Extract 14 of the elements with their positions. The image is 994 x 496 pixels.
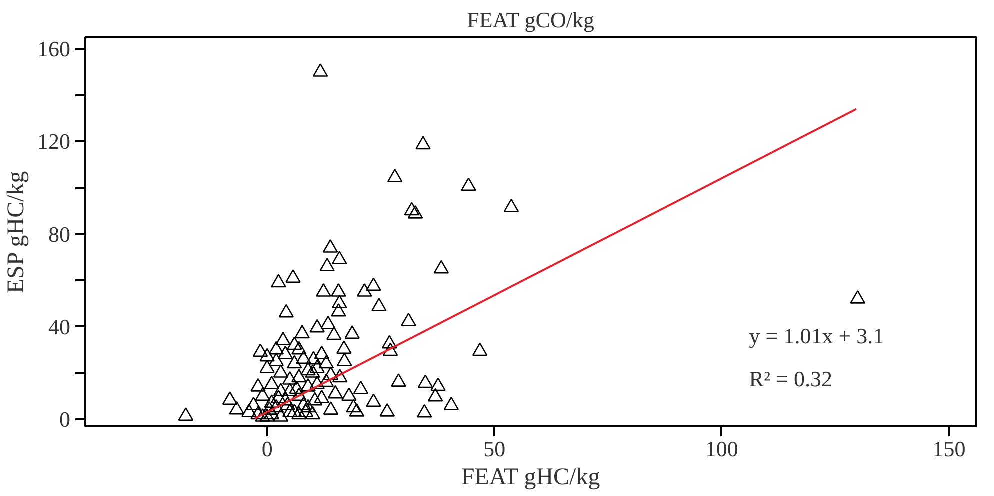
annotation: R² = 0.32 bbox=[749, 366, 832, 392]
y-tick-label: 120 bbox=[38, 129, 70, 154]
x-tick-label: 50 bbox=[484, 436, 506, 462]
x-tick-label: 0 bbox=[262, 436, 273, 462]
chart-title: FEAT gCO/kg bbox=[467, 8, 594, 32]
y-axis-title: ESP gHC/kg bbox=[4, 171, 30, 294]
y-tick-label: 40 bbox=[48, 314, 70, 340]
annotation: y = 1.01x + 3.1 bbox=[749, 324, 884, 349]
y-tick-label: 160 bbox=[38, 36, 70, 62]
x-tick-label: 100 bbox=[705, 436, 738, 462]
y-tick-label: 80 bbox=[48, 222, 70, 247]
x-axis-title: FEAT gHC/kg bbox=[461, 464, 600, 490]
y-tick-label: 0 bbox=[60, 407, 70, 432]
x-tick-label: 150 bbox=[932, 436, 966, 462]
